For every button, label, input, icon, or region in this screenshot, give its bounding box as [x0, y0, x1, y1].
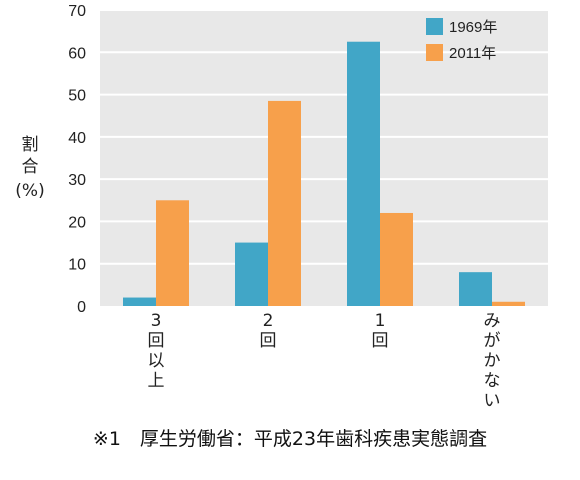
y-axis-label-char: 割 — [22, 135, 39, 155]
y-tick-label: 30 — [68, 172, 86, 189]
legend-label: 2011年 — [449, 45, 496, 62]
bar-series1 — [123, 297, 156, 306]
x-category-label: み — [484, 311, 501, 331]
y-tick-label: 20 — [68, 214, 86, 231]
x-category-label: 2 — [263, 311, 274, 331]
bar-series1 — [235, 242, 268, 306]
y-tick-label: 0 — [77, 299, 86, 316]
y-tick-label: 70 — [68, 3, 86, 20]
x-category-label: 回 — [260, 331, 277, 351]
legend-swatch — [426, 44, 443, 61]
y-tick-label: 50 — [68, 88, 86, 105]
bar-series1 — [459, 272, 492, 306]
x-category-label: 1 — [375, 311, 386, 331]
bar-series2 — [268, 100, 301, 307]
bar-chart: 010203040506070割合(%)3回以上2回1回みがかない1969年20… — [15, 3, 548, 411]
legend-label: 1969年 — [449, 19, 497, 36]
y-tick-label: 40 — [68, 130, 86, 147]
x-category-label: い — [484, 391, 501, 411]
x-category-label: か — [484, 351, 501, 371]
x-category-label: 回 — [148, 331, 165, 351]
x-category-label: 上 — [148, 371, 165, 391]
x-category-label: が — [484, 331, 501, 351]
y-tick-label: 60 — [68, 45, 86, 62]
bar-series1 — [347, 41, 380, 306]
y-tick-label: 10 — [68, 257, 86, 274]
bar-series2 — [492, 301, 525, 306]
bar-series2 — [156, 200, 189, 306]
x-category-label: 回 — [372, 331, 389, 351]
x-category-label: 以 — [148, 351, 165, 371]
bar-series2 — [380, 212, 413, 306]
y-axis-label-char: 合 — [22, 157, 39, 177]
x-category-label: 3 — [151, 311, 162, 331]
x-category-label: な — [484, 371, 501, 391]
legend-swatch — [426, 18, 443, 35]
y-axis-unit: (%) — [15, 181, 44, 201]
footnote: ※1 厚生労働省：平成23年歯科疾患実態調査 — [92, 428, 488, 450]
